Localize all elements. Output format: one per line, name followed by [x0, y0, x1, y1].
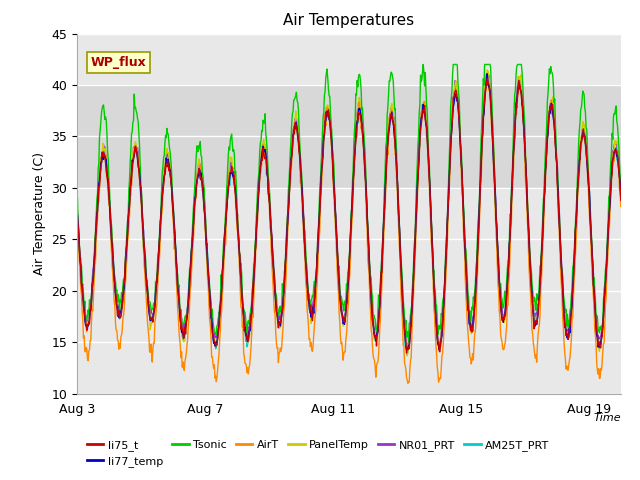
Bar: [77, 85, 621, 188]
Text: Time: Time: [593, 413, 621, 423]
Legend: li75_t, li77_temp, Tsonic, AirT, PanelTemp, NR01_PRT, AM25T_PRT: li75_t, li77_temp, Tsonic, AirT, PanelTe…: [83, 435, 554, 471]
Title: Air Temperatures: Air Temperatures: [284, 13, 414, 28]
Y-axis label: Air Temperature (C): Air Temperature (C): [33, 152, 45, 275]
Text: WP_flux: WP_flux: [90, 56, 146, 69]
